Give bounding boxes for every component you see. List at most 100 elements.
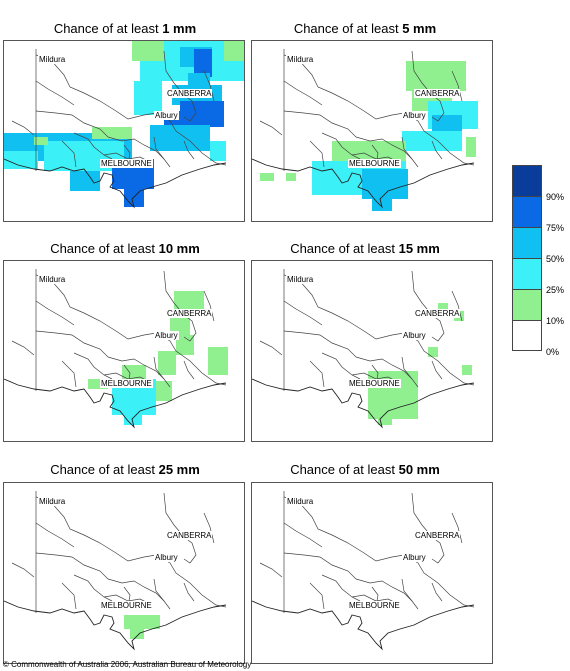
probability-cell-25 — [140, 61, 244, 81]
boundary-line — [35, 496, 227, 608]
map-graphic — [4, 269, 228, 429]
probability-cell-10 — [124, 615, 160, 629]
title-prefix: Chance of at least — [50, 462, 159, 477]
boundary-line — [35, 552, 109, 580]
legend-label-25: 25% — [546, 285, 565, 295]
coastline — [252, 378, 475, 429]
boundary-line — [309, 360, 325, 388]
city-label-melbourne: MELBOURNE — [348, 379, 401, 388]
boundary-line — [283, 300, 323, 326]
city-label-albury: Albury — [154, 553, 179, 562]
map-graphic — [252, 49, 478, 211]
legend-swatch-90 — [512, 165, 542, 196]
title-value: 15 mm — [398, 241, 440, 256]
city-label-canberra: CANBERRA — [414, 531, 461, 540]
probability-cell-50 — [70, 171, 100, 191]
title-prefix: Chance of at least — [53, 21, 163, 36]
boundary-line — [153, 578, 171, 610]
city-label-canberra: CANBERRA — [166, 309, 213, 318]
boundary-line — [35, 110, 109, 138]
boundary-line — [309, 582, 325, 610]
city-label-melbourne: MELBOURNE — [100, 601, 153, 610]
legend-swatch-50 — [512, 227, 542, 258]
city-label-albury: Albury — [402, 553, 427, 562]
boundary-line — [203, 290, 215, 322]
panel-title-1mm: Chance of at least 1 mm — [0, 21, 250, 37]
boundary-line — [431, 314, 445, 342]
probability-cell-50 — [432, 115, 462, 135]
probability-cell-50 — [150, 125, 210, 151]
probability-cell-10 — [466, 137, 476, 157]
map-panel-10mm: Mildura CANBERRA Albury MELBOURNE — [3, 260, 245, 442]
map-panel-5mm: Mildura CANBERRA Albury MELBOURNE — [251, 40, 493, 222]
map-panel-25mm: Mildura CANBERRA Albury MELBOURNE — [3, 482, 245, 664]
title-value: 25 mm — [158, 462, 200, 477]
panel-title-15mm: Chance of at least 15 mm — [240, 241, 490, 257]
probability-cell-10 — [176, 335, 194, 355]
probability-cell-10 — [122, 365, 146, 379]
boundary-line — [401, 136, 419, 168]
coastline — [252, 158, 475, 209]
boundary-line — [183, 314, 197, 342]
title-prefix: Chance of at least — [290, 462, 399, 477]
boundary-line — [321, 352, 361, 380]
title-value: 5 mm — [402, 21, 437, 36]
city-label-mildura: Mildura — [286, 55, 315, 64]
map-panel-1mm: Mildura CANBERRA Albury MELBOURNE — [3, 40, 245, 222]
boundary-line — [321, 574, 361, 602]
boundary-line — [401, 356, 419, 388]
boundary-line — [11, 562, 35, 578]
boundary-line — [73, 132, 113, 160]
probability-cell-10 — [378, 411, 392, 425]
probability-cell-10 — [92, 127, 132, 139]
legend-swatch-25 — [512, 258, 542, 289]
city-label-canberra: CANBERRA — [414, 89, 461, 98]
boundary-line — [283, 552, 357, 580]
boundary-line — [73, 574, 113, 602]
boundary-line — [321, 132, 361, 160]
boundary-line — [309, 140, 325, 168]
map-graphic — [252, 269, 475, 429]
coastline — [4, 378, 227, 429]
probability-cell-10 — [428, 347, 438, 357]
boundary-line — [61, 140, 77, 168]
city-label-canberra: CANBERRA — [166, 531, 213, 540]
city-label-mildura: Mildura — [38, 55, 67, 64]
boundary-line — [35, 54, 227, 166]
map-panel-50mm: Mildura CANBERRA Albury MELBOURNE — [251, 482, 493, 664]
title-prefix: Chance of at least — [50, 241, 159, 256]
boundary-line — [61, 360, 77, 388]
boundary-line — [259, 562, 283, 578]
city-label-melbourne: MELBOURNE — [100, 159, 153, 168]
boundary-line — [61, 582, 77, 610]
boundary-line — [355, 578, 413, 602]
probability-cell-10 — [260, 173, 274, 181]
city-label-albury: Albury — [402, 111, 427, 120]
panel-title-10mm: Chance of at least 10 mm — [0, 241, 250, 257]
city-label-canberra: CANBERRA — [166, 89, 213, 98]
boundary-line — [35, 522, 75, 548]
boundary-line — [183, 536, 197, 564]
boundary-line — [35, 80, 75, 106]
probability-cell-10 — [286, 173, 296, 181]
legend-label-90: 90% — [546, 192, 565, 202]
title-prefix: Chance of at least — [290, 241, 399, 256]
panel-title-25mm: Chance of at least 25 mm — [0, 462, 250, 478]
boundary-line — [283, 522, 323, 548]
city-label-mildura: Mildura — [286, 497, 315, 506]
title-value: 1 mm — [162, 21, 197, 36]
probability-cell-10 — [34, 137, 48, 145]
boundary-line — [35, 300, 75, 326]
boundary-line — [107, 578, 165, 602]
boundary-line — [153, 356, 171, 388]
city-label-canberra: CANBERRA — [414, 309, 461, 318]
legend-swatch-75 — [512, 196, 542, 227]
boundary-line — [451, 70, 463, 102]
boundary-line — [431, 582, 443, 602]
copyright-notice: © Commonwealth of Australia 2006, Austra… — [3, 660, 252, 669]
boundary-line — [35, 274, 227, 386]
boundary-line — [283, 496, 475, 608]
legend-label-10: 10% — [546, 316, 565, 326]
boundary-line — [259, 340, 283, 356]
legend-swatch-10 — [512, 289, 542, 320]
